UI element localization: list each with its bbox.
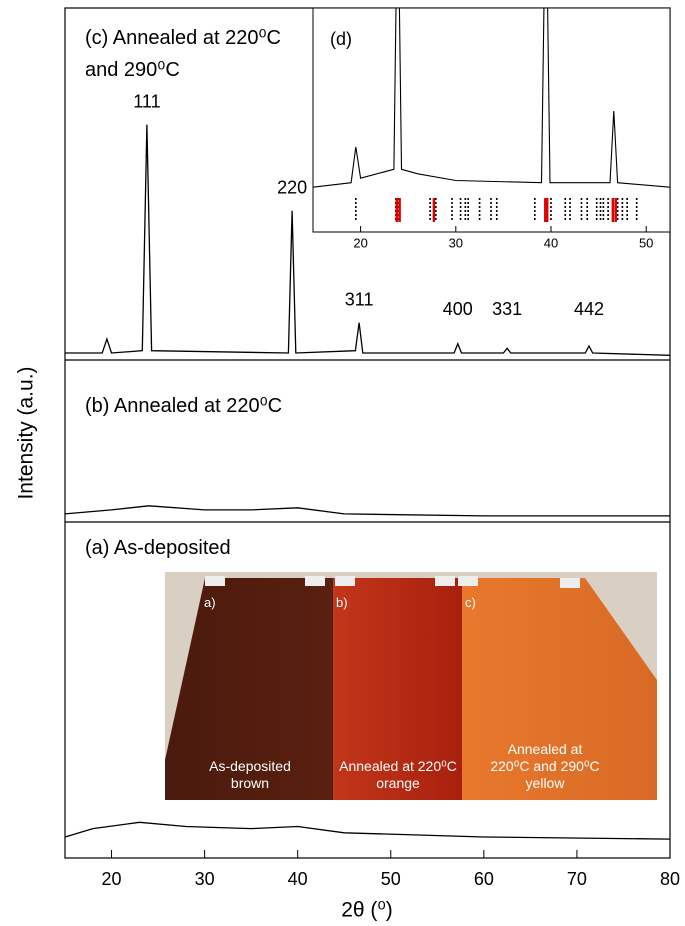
panel-title: (b) Annealed at 220⁰C [85,395,283,417]
photo-caption: Annealed at 220⁰C [339,758,457,774]
peak-label: 311 [345,289,374,309]
tape [435,576,455,586]
panel-title: (a) As-deposited [85,537,231,559]
peak-label: 442 [574,299,604,319]
x-tick-label: 80 [660,869,680,889]
xrd-pattern [313,8,670,188]
x-tick-label: 70 [567,869,587,889]
y-axis-label: Intensity (a.u.) [15,366,38,499]
tape [305,576,325,586]
peak-label: 220 [277,178,307,198]
x-tick-label: 40 [288,869,308,889]
x-tick-label: 40 [544,235,558,250]
x-tick-label: 30 [449,235,463,250]
xrd-pattern [65,124,671,356]
tape [458,576,478,586]
peak-label: 400 [443,299,473,319]
tape [335,576,355,586]
inset-title: (d) [330,29,352,49]
photo-caption: Annealed at [507,741,583,757]
tape [560,578,580,588]
inset-frame [312,7,671,233]
photo-caption: 220⁰C and 290⁰C [490,758,600,774]
photo-caption: yellow [525,775,565,791]
panel-title: (c) Annealed at 220⁰C and 290⁰C [85,27,281,81]
xrd-pattern [64,505,670,517]
photo-label: a) [204,595,216,610]
sample-b [333,578,462,800]
tape [205,576,225,586]
peak-label: 111 [133,91,160,111]
x-axis-label: 2θ (⁰) [341,899,393,922]
xrd-pattern [64,821,671,840]
sample-a [165,578,333,800]
x-tick-label: 20 [102,869,122,889]
x-tick-label: 50 [381,869,401,889]
inset-plot [313,8,670,222]
photo-caption: orange [376,775,420,791]
peak-label: 331 [492,299,522,319]
photo-caption: As-deposited [209,758,291,774]
photo-label: c) [465,595,476,610]
x-tick-label: 30 [195,869,215,889]
x-tick-label: 20 [353,235,367,250]
x-tick-label: 60 [474,869,494,889]
photo-label: b) [336,595,348,610]
photo [165,572,657,800]
photo-caption: brown [230,775,270,791]
sample-c [462,578,657,800]
x-tick-label: 50 [639,235,653,250]
